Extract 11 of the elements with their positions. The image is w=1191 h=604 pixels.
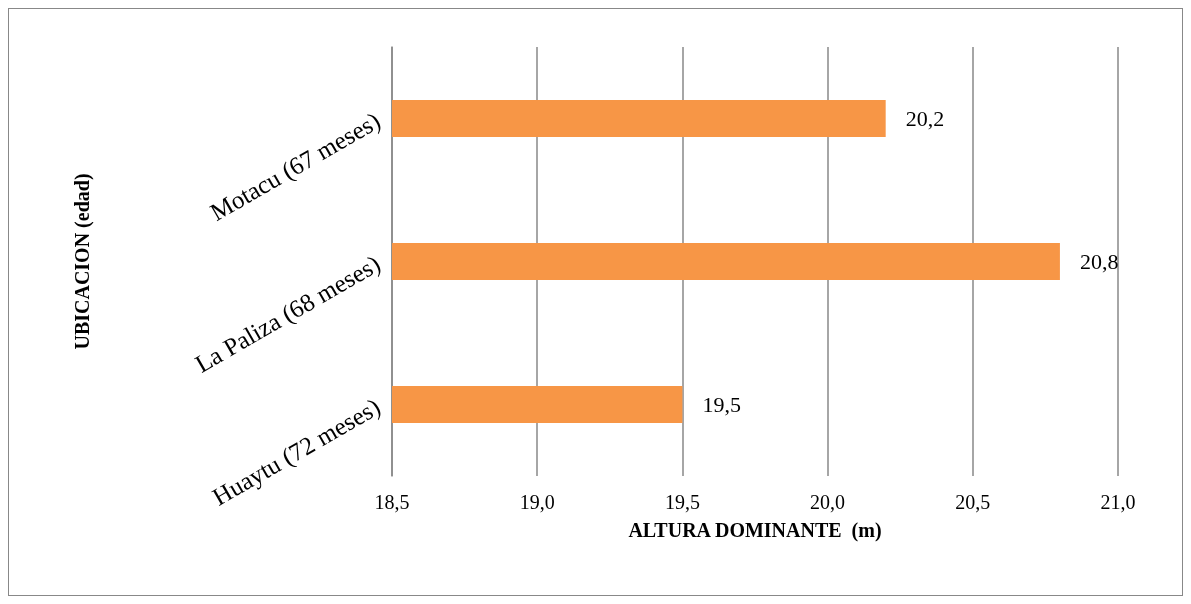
x-tick-label: 19,5 <box>664 491 700 513</box>
x-tick-label: 19,0 <box>519 491 555 513</box>
data-label: 20,8 <box>1079 249 1119 274</box>
x-axis-title: ALTURA DOMINANTE (m) <box>628 519 882 542</box>
x-tick-label: 18,5 <box>374 491 410 513</box>
x-tick-label: 20,5 <box>955 491 991 513</box>
x-tick-label: 21,0 <box>1100 491 1136 513</box>
x-tick-label: 20,0 <box>810 491 846 513</box>
y-axis-title: UBICACION (edad) <box>71 173 94 350</box>
data-label: 19,5 <box>702 392 741 417</box>
data-label: 20,2 <box>905 106 945 131</box>
